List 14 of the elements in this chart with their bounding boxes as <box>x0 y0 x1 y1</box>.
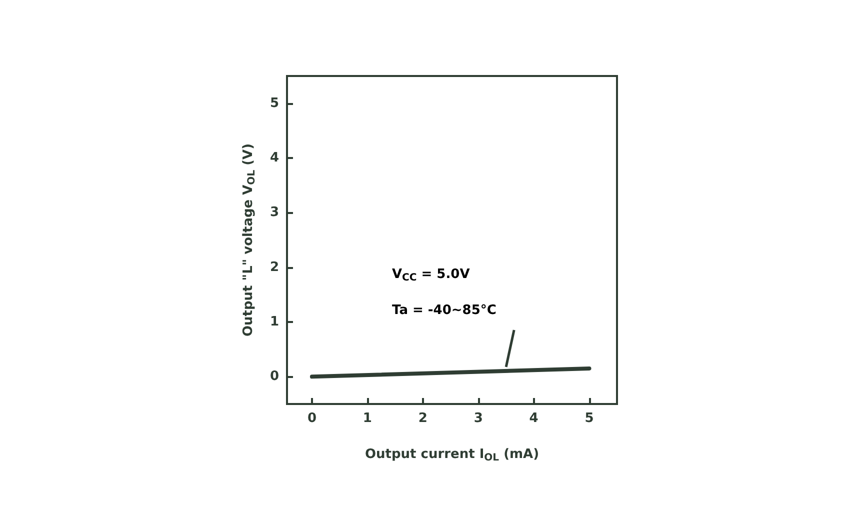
annotation: Ta = -40~85°C <box>392 303 496 318</box>
x-tick-label: 3 <box>474 411 483 426</box>
y-tick-label: 2 <box>270 260 279 275</box>
y-tick-label: 4 <box>270 150 279 166</box>
y-tick-label: 0 <box>270 369 279 384</box>
y-tick-label: 5 <box>270 96 279 111</box>
y-tick-label: 1 <box>270 314 279 330</box>
y-tick-label: 3 <box>270 205 279 220</box>
y-axis-title: Output "L" voltage VOL (V) <box>241 143 258 337</box>
x-tick-label: 0 <box>307 411 316 426</box>
x-tick-label: 4 <box>529 411 538 426</box>
x-tick-label: 2 <box>418 411 428 426</box>
x-tick-label: 1 <box>362 411 372 426</box>
x-tick-label: 5 <box>584 411 594 426</box>
